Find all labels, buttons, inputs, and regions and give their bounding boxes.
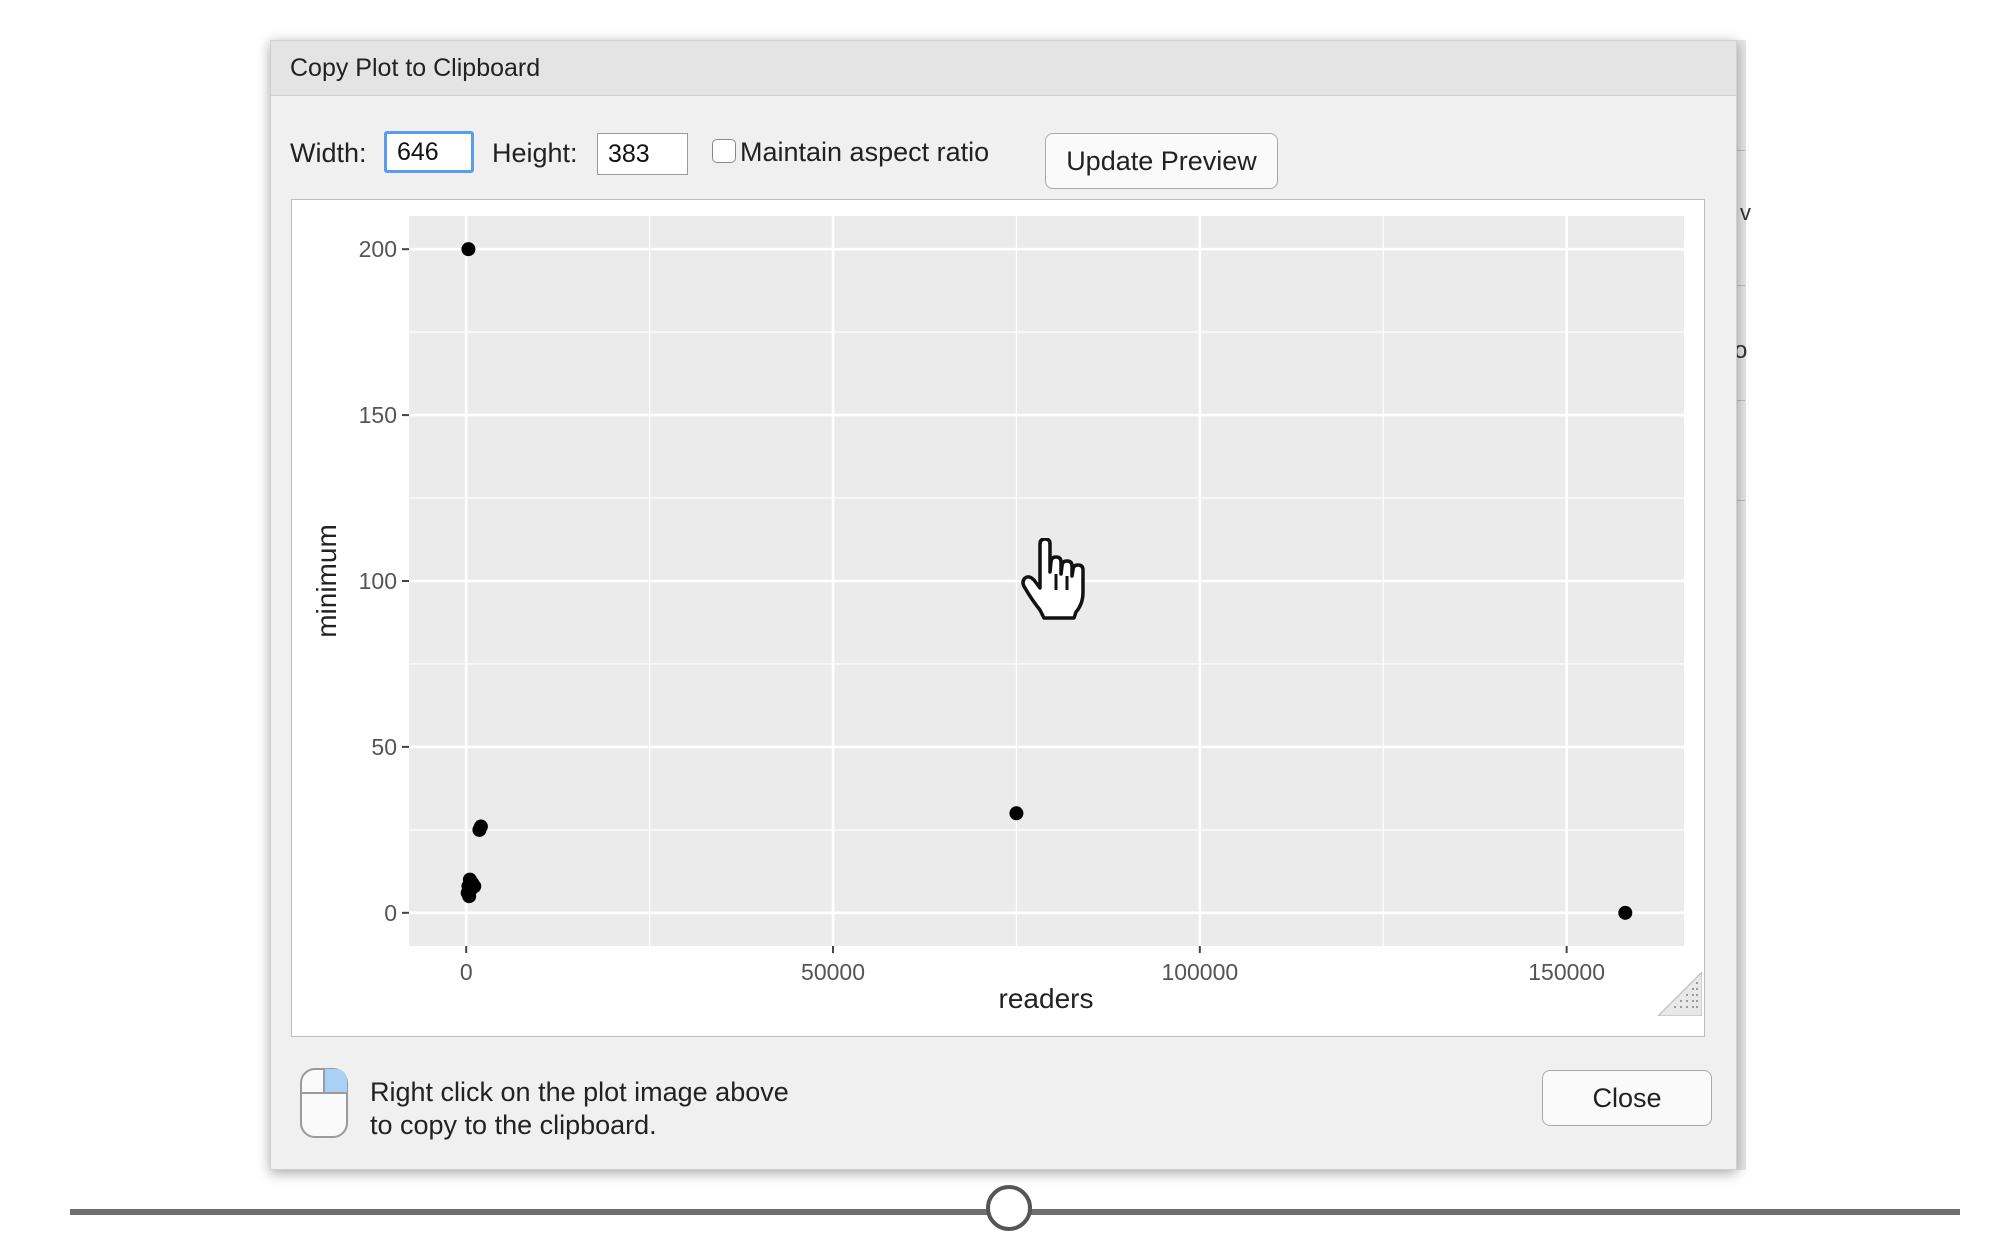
plot-preview[interactable]: 0 50000 100000 150000 0 50 100 150 200 readers m… xyxy=(291,199,1705,1037)
data-point xyxy=(473,819,488,834)
data-point xyxy=(462,889,477,904)
maintain-aspect-checkbox[interactable] xyxy=(712,139,736,163)
x-tick-label: 100000 xyxy=(1161,959,1238,985)
dialog-title: Copy Plot to Clipboard xyxy=(290,54,541,82)
y-tick-label: 50 xyxy=(371,734,397,760)
mouse-icon xyxy=(300,1068,348,1138)
close-label: Close xyxy=(1592,1082,1662,1113)
height-input[interactable] xyxy=(597,133,688,175)
maintain-aspect-label[interactable]: Maintain aspect ratio xyxy=(740,137,990,167)
width-input[interactable] xyxy=(384,131,474,173)
hint-text-line2: to copy to the clipboard. xyxy=(370,1110,657,1140)
y-axis-label: minimum xyxy=(311,524,342,638)
y-tick-label: 0 xyxy=(384,900,397,926)
data-point xyxy=(461,242,476,257)
resize-grip-icon[interactable] xyxy=(1658,972,1702,1016)
hint-text-line1: Right click on the plot image above xyxy=(370,1077,789,1107)
y-tick-label: 150 xyxy=(359,402,397,428)
close-button[interactable]: Close xyxy=(1542,1070,1712,1126)
x-axis-label: readers xyxy=(999,983,1094,1014)
x-tick-label: 0 xyxy=(460,959,473,985)
update-preview-label: Update Preview xyxy=(1066,145,1257,176)
update-preview-button[interactable]: Update Preview xyxy=(1045,133,1278,189)
x-tick-label: 150000 xyxy=(1528,959,1605,985)
data-point xyxy=(1618,905,1633,920)
y-tick-label: 100 xyxy=(359,568,397,594)
dialog-titlebar[interactable]: Copy Plot to Clipboard xyxy=(271,41,1736,96)
background-text-fragment: o xyxy=(1734,337,1748,364)
background-text-fragment: v xyxy=(1740,200,1751,225)
x-tick-label: 50000 xyxy=(801,959,865,985)
width-label: Width: xyxy=(290,138,367,168)
y-tick-label: 200 xyxy=(359,236,397,262)
copy-plot-dialog: Copy Plot to Clipboard Width: Height: Ma… xyxy=(270,40,1737,1170)
hand-pointer-icon xyxy=(1021,538,1085,620)
height-label: Height: xyxy=(492,138,578,168)
data-point xyxy=(1009,806,1024,821)
scatter-chart[interactable]: 0 50000 100000 150000 0 50 100 150 200 readers m… xyxy=(292,200,1704,1036)
timeline-handle[interactable] xyxy=(986,1185,1032,1231)
